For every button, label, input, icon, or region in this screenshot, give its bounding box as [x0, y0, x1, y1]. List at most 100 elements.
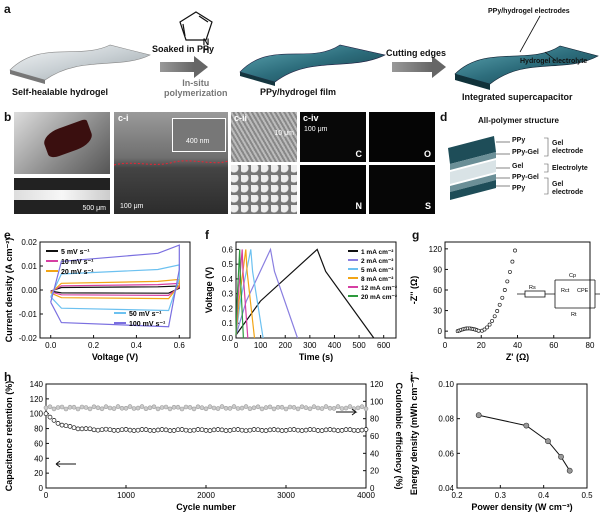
efficiency-point [203, 406, 209, 412]
retention-point [119, 427, 125, 433]
legend-label: 5 mA cm⁻² [361, 267, 394, 274]
circuit-label: Rct [561, 288, 570, 294]
nyquist-point [476, 328, 481, 333]
x-tick-label: 80 [586, 341, 595, 350]
retention-point [335, 428, 341, 433]
nyquist-point [487, 322, 492, 327]
x-axis-label: Power density (W cm⁻³) [471, 502, 572, 512]
y2-tick-label: 40 [370, 449, 379, 458]
retention-point [355, 428, 361, 433]
x-axis-label: Time (s) [299, 352, 333, 362]
x-tick-label: 100 [254, 341, 268, 350]
electrodes-label: PPy/hydrogel electrodes [488, 8, 570, 15]
nyquist-point [485, 325, 489, 330]
nyquist-point [513, 248, 517, 253]
efficiency-point [55, 405, 61, 410]
retention-point [127, 427, 133, 433]
y2-tick-label: 60 [370, 432, 379, 441]
x-tick-label: 0.2 [451, 491, 463, 500]
eds-label-s: S [424, 201, 431, 211]
arrow-1 [160, 62, 194, 72]
efficiency-point [215, 406, 221, 411]
efficiency-point [159, 405, 165, 410]
efficiency-point [51, 406, 57, 412]
retention-point [211, 427, 217, 433]
efficiency-point [191, 406, 197, 412]
layer-label-4: PPy-Gel [512, 174, 539, 181]
retention-point [215, 427, 221, 432]
efficiency-point [199, 405, 205, 411]
retention-point [271, 427, 277, 432]
circuit-label: Cp [569, 273, 576, 279]
y2-tick-label: 120 [370, 380, 384, 389]
efficiency-point [307, 406, 313, 412]
efficiency-point [299, 404, 305, 410]
y2-tick-label: 0 [370, 484, 375, 493]
retention-point [227, 428, 233, 433]
y-tick-label: 0.06 [438, 449, 454, 458]
layer-label-2: PPy-Gel [512, 149, 539, 156]
x-tick-label: 1000 [117, 491, 135, 500]
x-tick-label: 20 [477, 341, 486, 350]
efficiency-point [363, 406, 369, 412]
retention-point [283, 428, 289, 433]
arrow-2 [392, 62, 432, 72]
y-tick-label: 0.04 [438, 484, 454, 493]
y-tick-label: 0.4 [222, 275, 234, 284]
retention-point [103, 426, 109, 432]
panel-d-structure [448, 136, 549, 200]
efficiency-point [147, 405, 153, 411]
nyquist-point [500, 295, 505, 300]
y-tick-label: 0.10 [438, 380, 454, 389]
retention-point [251, 427, 257, 432]
retention-point [147, 428, 153, 433]
efficiency-point [291, 405, 297, 410]
pyrrole-nh-label: N H [202, 37, 210, 55]
retention-point [287, 427, 293, 433]
efficiency-point [187, 405, 193, 410]
x-tick-label: 0.3 [495, 491, 507, 500]
retention-point [223, 428, 229, 433]
ppy-hydrogel-film [239, 44, 386, 83]
retention-point [319, 428, 325, 433]
gcd-curve-3 [235, 249, 264, 339]
plot-frame [235, 241, 397, 339]
nyquist-point [502, 288, 507, 292]
efficiency-point [271, 406, 277, 412]
efficiency-point [75, 406, 81, 412]
step-hydrogel-label: Self-healable hydrogel [12, 87, 109, 97]
efficiency-point [151, 404, 157, 410]
retention-point [303, 427, 309, 433]
efficiency-point [111, 406, 117, 411]
plot-frame [456, 383, 588, 489]
y2-tick-label: 80 [370, 415, 379, 424]
efficiency-point [323, 404, 329, 409]
retention-point [295, 427, 301, 433]
retention-point [243, 428, 249, 434]
y-tick-label: 0.6 [222, 245, 234, 254]
efficiency-point [335, 404, 341, 409]
retention-point [339, 428, 345, 433]
retention-point [179, 427, 185, 432]
circuit-wires [517, 279, 600, 309]
retention-point [51, 418, 57, 423]
retention-point [79, 426, 85, 432]
retention-point [359, 427, 365, 433]
group-label-1: Gel electrode [552, 140, 584, 155]
retention-point [111, 428, 117, 433]
retention-point [351, 427, 357, 433]
ragone-point [566, 467, 573, 474]
layer-label-5: PPy [512, 185, 526, 192]
panel-d-title: All-polymer structure [478, 116, 559, 125]
legend-label: 20 mV s⁻¹ [61, 269, 94, 276]
efficiency-point [135, 405, 141, 411]
legend-label: 100 mV s⁻¹ [129, 321, 166, 328]
efficiency-point [343, 405, 349, 411]
efficiency-point [247, 406, 253, 412]
efficiency-point [63, 406, 69, 412]
y-tick-label: 140 [30, 380, 44, 389]
scale-cii: 10 μm [274, 130, 294, 137]
y-tick-label: 0.01 [21, 262, 37, 271]
retention-point [311, 427, 317, 433]
efficiency-point [327, 405, 333, 411]
